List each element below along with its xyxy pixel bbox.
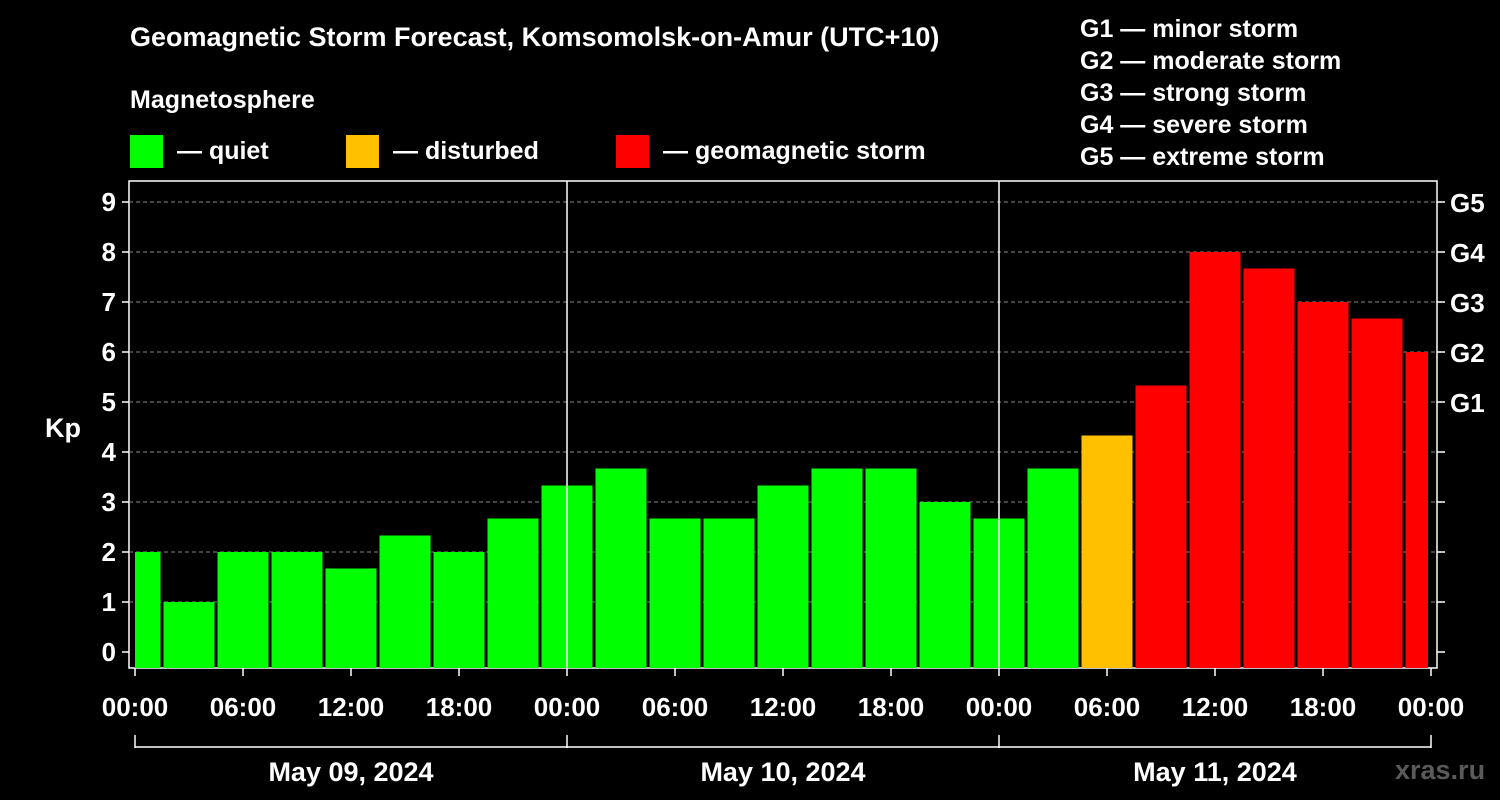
right-axis-label-g4: G4 — [1450, 238, 1485, 268]
x-tick-label-10: 12:00 — [1182, 692, 1249, 722]
kp-bar-1 — [163, 602, 215, 668]
kp-bar-6 — [433, 552, 485, 668]
legend-swatch-storm — [616, 134, 649, 168]
right-axis-label-g5: G5 — [1450, 188, 1485, 218]
y-axis-label: Kp — [45, 413, 81, 443]
x-tick-label-11: 18:00 — [1290, 692, 1357, 722]
y-tick-label-6: 6 — [102, 337, 116, 367]
kp-bar-14 — [865, 468, 917, 668]
kp-bar-18 — [1081, 435, 1133, 668]
kp-bar-3 — [271, 552, 323, 668]
legend-label-quiet: — quiet — [177, 136, 269, 165]
x-tick-label-8: 00:00 — [966, 692, 1033, 722]
kp-bar-23 — [1351, 318, 1403, 668]
day-label-2: May 11, 2024 — [1133, 757, 1297, 787]
y-tick-label-4: 4 — [102, 437, 117, 467]
kp-bar-24 — [1405, 352, 1428, 668]
kp-bar-9 — [595, 468, 647, 668]
kp-bar-20 — [1189, 252, 1241, 668]
storm-level-g1: G1 — minor storm — [1080, 15, 1299, 43]
x-tick-label-12: 00:00 — [1398, 692, 1465, 722]
legend-swatch-quiet — [130, 134, 163, 168]
kp-bar-5 — [379, 535, 431, 668]
y-tick-label-7: 7 — [102, 287, 116, 317]
right-axis-label-g3: G3 — [1450, 288, 1485, 318]
storm-level-g3: G3 — strong storm — [1080, 79, 1307, 107]
y-tick-label-1: 1 — [102, 587, 116, 617]
kp-bar-17 — [1027, 468, 1079, 668]
kp-bar-7 — [487, 518, 539, 668]
x-tick-label-5: 06:00 — [642, 692, 709, 722]
kp-bar-21 — [1243, 268, 1295, 668]
y-tick-label-8: 8 — [102, 237, 116, 267]
y-tick-label-5: 5 — [102, 387, 116, 417]
day-label-0: May 09, 2024 — [268, 757, 433, 787]
legend-label-storm: — geomagnetic storm — [663, 136, 926, 165]
y-tick-label-9: 9 — [102, 187, 116, 217]
kp-bar-4 — [325, 568, 377, 668]
y-tick-label-3: 3 — [102, 487, 116, 517]
kp-bar-2 — [217, 552, 269, 668]
chart-title: Geomagnetic Storm Forecast, Komsomolsk-o… — [130, 22, 940, 52]
x-tick-label-2: 12:00 — [318, 692, 385, 722]
y-tick-label-0: 0 — [102, 637, 116, 667]
x-tick-label-3: 18:00 — [426, 692, 493, 722]
legend-label-disturbed: — disturbed — [393, 136, 539, 165]
storm-level-g5: G5 — extreme storm — [1080, 143, 1325, 171]
storm-level-g2: G2 — moderate storm — [1080, 47, 1342, 75]
kp-bar-15 — [919, 502, 971, 668]
kp-bar-11 — [703, 518, 755, 668]
legend-heading: Magnetosphere — [130, 86, 315, 114]
legend-item-disturbed: — disturbed — [346, 134, 539, 168]
right-axis-label-g2: G2 — [1450, 338, 1485, 368]
legend-item-quiet: — quiet — [130, 134, 269, 168]
right-axis-label-g1: G1 — [1450, 388, 1485, 418]
x-tick-label-9: 06:00 — [1074, 692, 1141, 722]
kp-bar-12 — [757, 485, 809, 668]
storm-level-g4: G4 — severe storm — [1080, 111, 1308, 139]
x-tick-label-6: 12:00 — [750, 692, 817, 722]
storm-level-list: G1 — minor storm G2 — moderate storm G3 … — [1080, 13, 1341, 173]
watermark: xras.ru — [1395, 755, 1486, 785]
x-tick-label-0: 00:00 — [102, 692, 169, 722]
day-label-1: May 10, 2024 — [700, 757, 865, 787]
legend-swatch-disturbed — [346, 134, 379, 168]
x-tick-label-7: 18:00 — [858, 692, 925, 722]
y-tick-label-2: 2 — [102, 537, 116, 567]
kp-bar-13 — [811, 468, 863, 668]
kp-bar-22 — [1297, 302, 1349, 668]
legend-item-storm: — geomagnetic storm — [616, 134, 926, 168]
kp-bar-10 — [649, 518, 701, 668]
x-tick-label-1: 06:00 — [210, 692, 277, 722]
kp-bar-0 — [135, 552, 161, 668]
x-tick-label-4: 00:00 — [534, 692, 601, 722]
kp-bar-19 — [1135, 385, 1187, 668]
